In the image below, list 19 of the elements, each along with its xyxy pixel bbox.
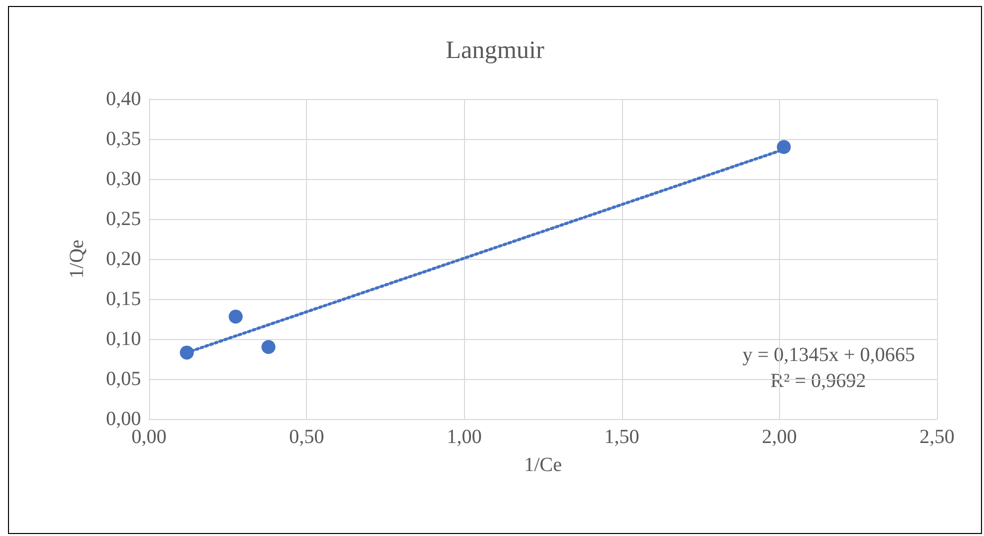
- x-axis-title: 1/Ce: [524, 454, 562, 476]
- y-tick-label: 0,15: [106, 288, 141, 310]
- y-tick-label: 0,30: [106, 168, 141, 190]
- y-tick-label: 0,35: [106, 128, 141, 150]
- y-axis-title: 1/Qe: [66, 239, 88, 278]
- x-tick-label: 2,50: [920, 426, 954, 448]
- x-tick-label: 0,50: [289, 426, 324, 448]
- x-tick-label: 2,00: [762, 426, 797, 448]
- y-tick-label: 0,20: [106, 248, 141, 270]
- annotation: y = 0,1345x + 0,0665: [742, 344, 916, 366]
- y-tick-label: 0,10: [106, 328, 141, 350]
- point: [228, 310, 243, 324]
- chart-title: Langmuir: [446, 37, 545, 64]
- x-tick-label: 1,00: [446, 426, 482, 448]
- y-tick-label: 0,05: [106, 368, 141, 390]
- y-tick-label: 0,40: [106, 88, 141, 110]
- y-tick-label: 0,25: [106, 208, 141, 230]
- point: [261, 340, 276, 354]
- x-tick-label: 1,50: [604, 426, 640, 448]
